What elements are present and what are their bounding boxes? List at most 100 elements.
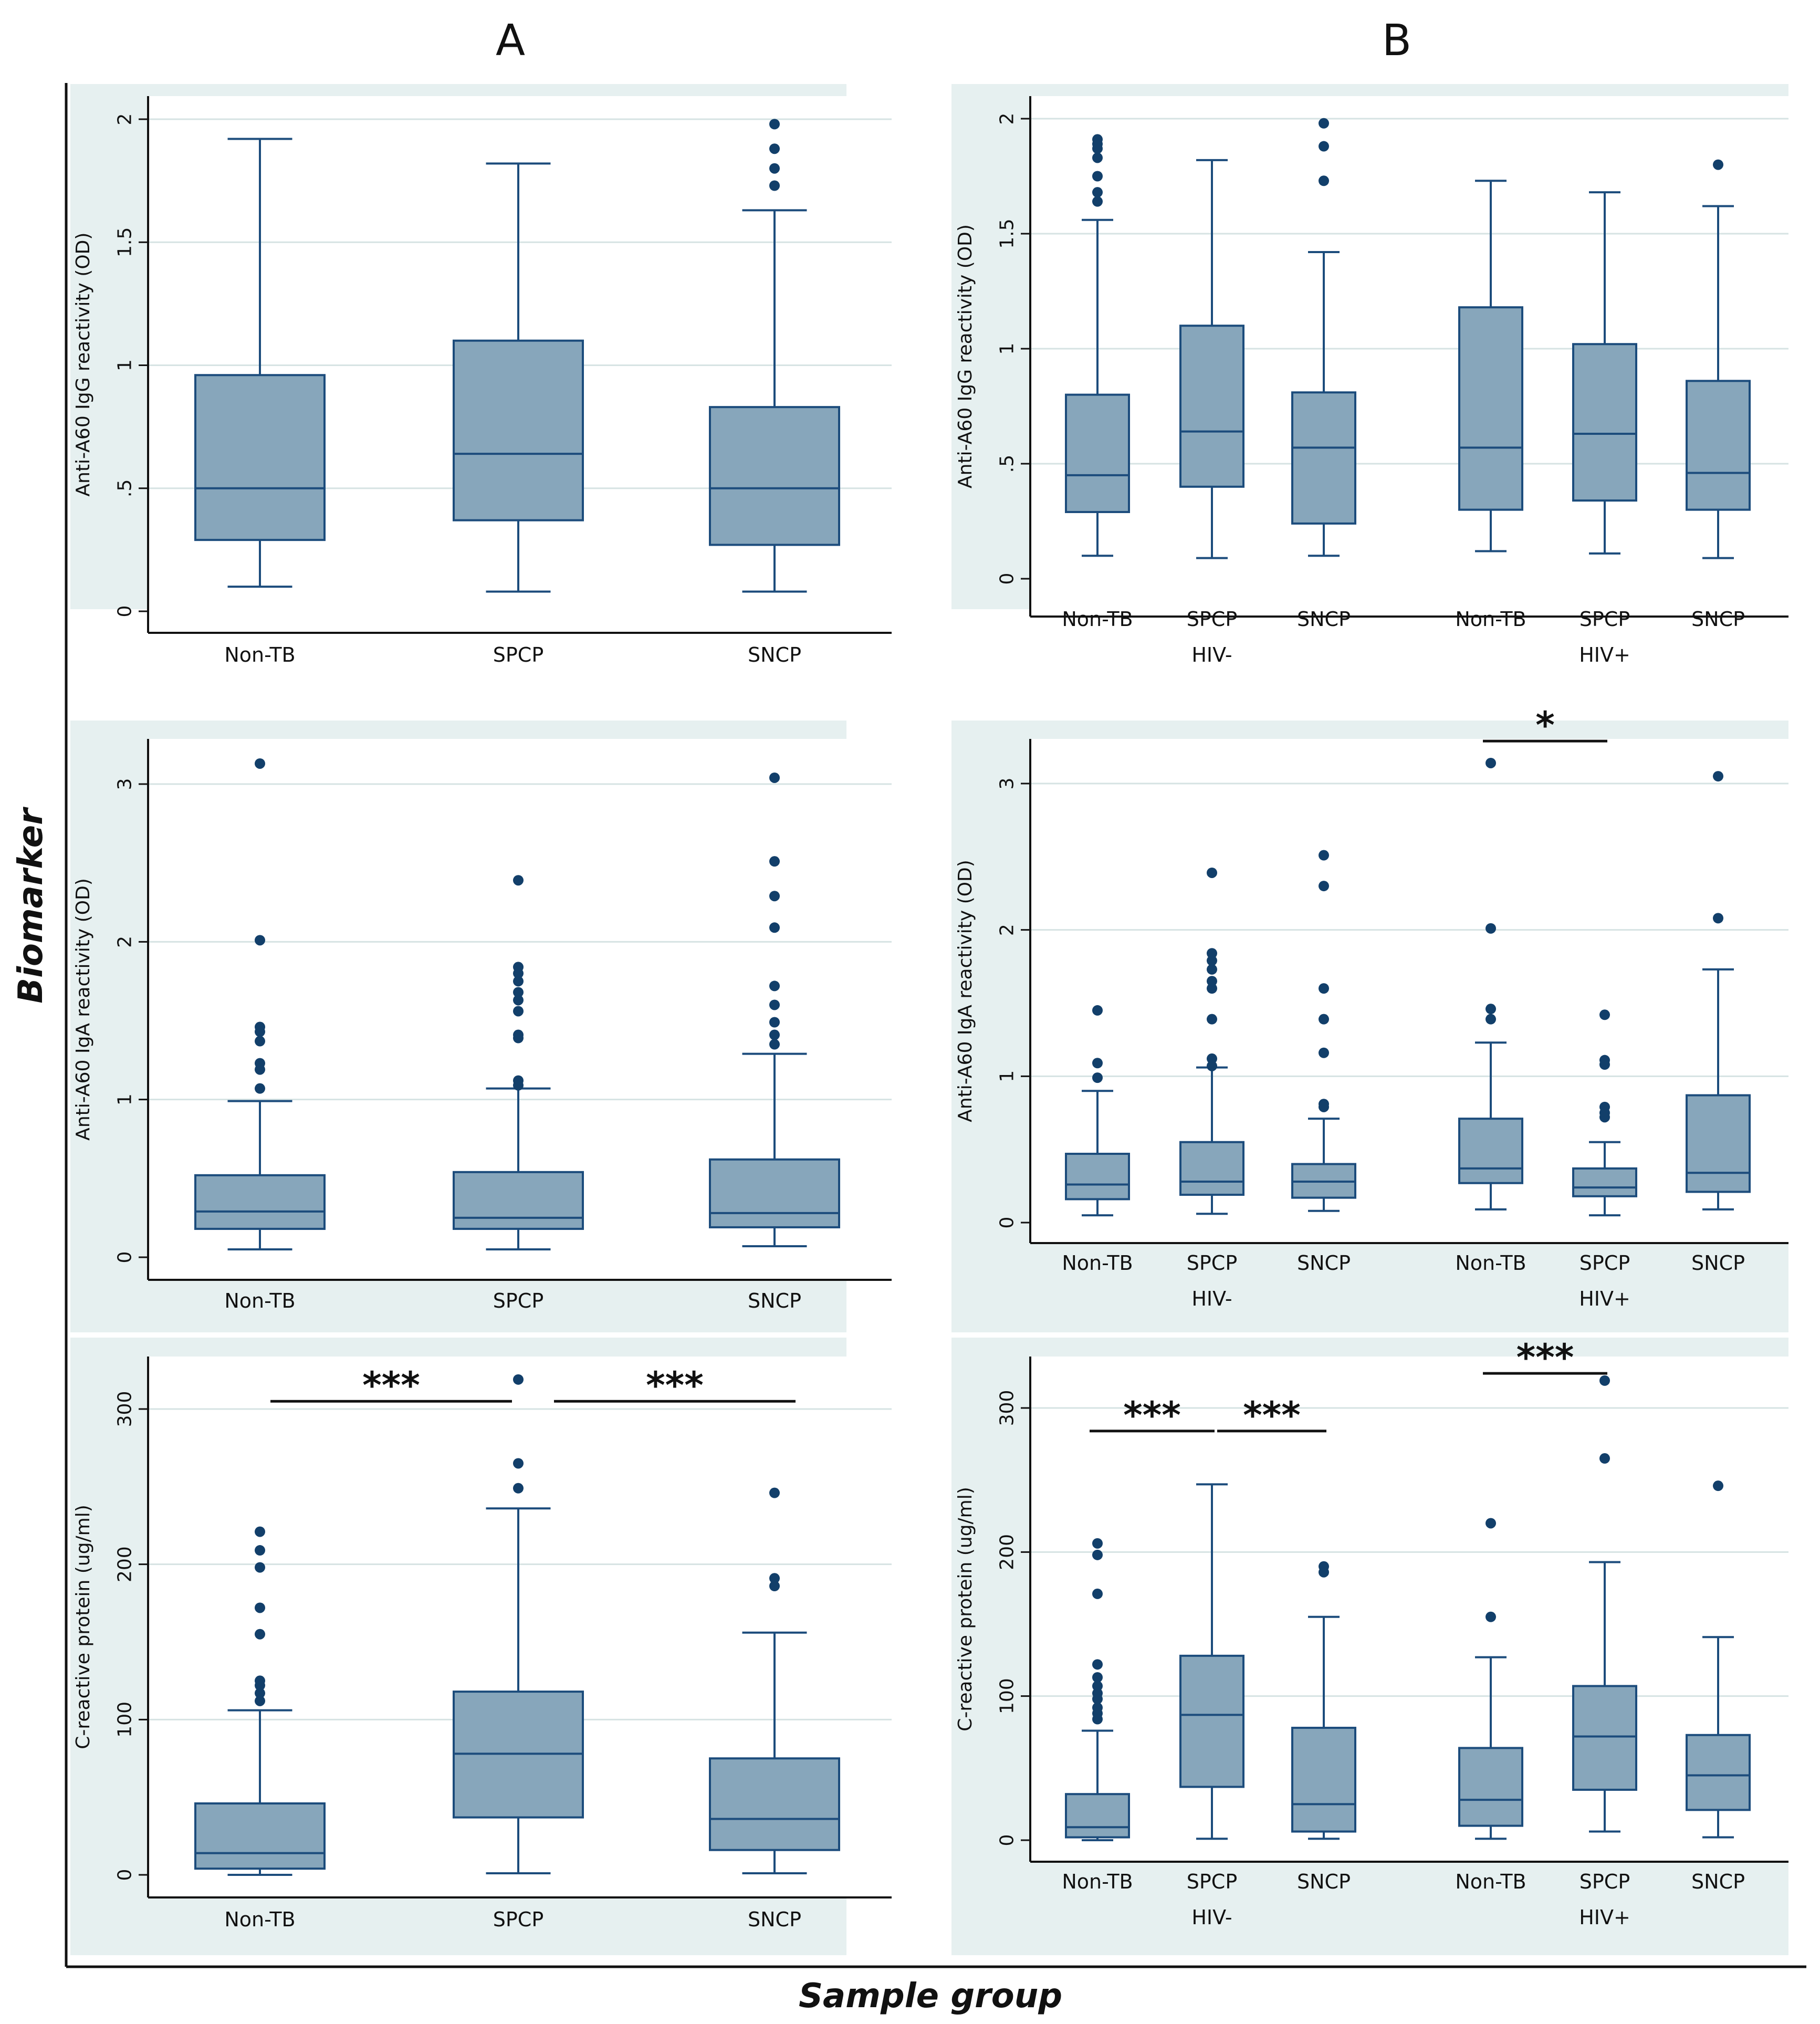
iqr-box <box>1458 1118 1523 1184</box>
y-tick-label: 1 <box>114 359 136 371</box>
box-group-non-tb: Non-TB <box>1062 1538 1133 1893</box>
panel-b-iga: 0 1 2 3 Anti-A60 IgA reactivity (OD) Non-TB SP… <box>951 704 1788 1332</box>
box-group-sncp: SNCP <box>709 119 840 666</box>
category-label: SPCP <box>1580 1251 1630 1275</box>
y-axis-label: C-reactive protein (ug/ml) <box>72 1505 94 1749</box>
outlier-point <box>1092 1549 1103 1560</box>
y-axis-label: C-reactive protein (ug/ml) <box>955 1487 976 1731</box>
box-group-spcp: SPCP <box>1572 191 1637 631</box>
y-tick-label: 100 <box>114 1702 136 1738</box>
y-tick-label: .5 <box>114 479 136 497</box>
outlier-point <box>1319 1047 1329 1058</box>
outlier-point <box>1092 1005 1103 1016</box>
iqr-box <box>1065 1153 1130 1201</box>
stratum-label: HIV+ <box>1579 1287 1630 1310</box>
stratum-label: HIV- <box>1191 1287 1232 1310</box>
panel-a-iga: 0 1 2 3 Anti-A60 IgA reactivity (OD) Non-TB SP… <box>70 721 892 1332</box>
category-label: SPCP <box>493 1908 543 1931</box>
outlier-point <box>513 1075 524 1086</box>
y-tick-label: 1.5 <box>997 218 1018 248</box>
iqr-box <box>194 374 326 541</box>
outlier-point <box>1207 867 1217 878</box>
outlier-point <box>255 758 265 769</box>
category-label: Non-TB <box>1062 608 1133 631</box>
category-label: SPCP <box>1187 1251 1237 1275</box>
category-label: Non-TB <box>1455 1870 1526 1893</box>
category-label: Non-TB <box>224 1289 295 1312</box>
outlier-point <box>255 1675 265 1686</box>
box-group-non-tb: Non-TB <box>1455 1518 1526 1893</box>
iqr-box <box>1291 391 1356 525</box>
category-label: SNCP <box>1691 608 1745 631</box>
y-tick-label: 3 <box>997 778 1018 790</box>
box-group-non-tb: Non-TB <box>194 138 326 666</box>
outlier-point <box>1486 757 1496 768</box>
box-group-non-tb: Non-TB <box>1455 757 1526 1275</box>
iqr-box <box>1065 393 1130 513</box>
outlier-point <box>1319 141 1329 152</box>
y-tick-label: .5 <box>997 455 1018 473</box>
outlier-point <box>1713 913 1723 924</box>
iqr-box <box>709 406 840 546</box>
category-label: Non-TB <box>224 1908 295 1931</box>
outlier-point <box>1207 1060 1217 1071</box>
box-group-non-tb: Non-TB <box>1455 180 1526 631</box>
outlier-point <box>769 119 780 130</box>
outlier-point <box>1092 152 1103 163</box>
box-group-spcp: SPCP <box>453 162 584 666</box>
outlier-point <box>1486 1518 1496 1529</box>
box-group-sncp: SNCP <box>709 1487 840 1931</box>
iqr-box <box>1458 1747 1523 1827</box>
iqr-box <box>1686 1734 1751 1811</box>
outlier-point <box>1092 1688 1103 1699</box>
stratum-label: HIV+ <box>1579 643 1630 666</box>
category-label: SNCP <box>1691 1870 1745 1893</box>
category-label: SPCP <box>1580 608 1630 631</box>
iqr-box <box>194 1174 326 1230</box>
outlier-point <box>255 1602 265 1613</box>
outlier-point <box>255 1688 265 1699</box>
outlier-point <box>1207 955 1217 966</box>
outlier-point <box>513 1374 524 1385</box>
iqr-box <box>709 1158 840 1228</box>
outlier-point <box>1599 1453 1610 1464</box>
outlier-point <box>769 1581 780 1592</box>
y-tick-label: 3 <box>114 778 136 790</box>
box-group-spcp: SPCP <box>1179 1483 1244 1893</box>
y-tick-label: 1.5 <box>114 227 136 257</box>
outlier-point <box>255 1036 265 1047</box>
outlier-point <box>1319 1561 1329 1572</box>
outlier-point <box>1092 1702 1103 1713</box>
iqr-box <box>1179 325 1244 488</box>
category-label: SPCP <box>1187 608 1237 631</box>
outlier-point <box>513 1483 524 1494</box>
y-axis-label: Anti-A60 IgA reactivity (OD) <box>955 860 976 1122</box>
y-tick-label: 2 <box>997 113 1018 125</box>
outlier-point <box>769 1487 780 1498</box>
panel-a-crp: 0 100 200 300 C-reactive protein (ug/ml) Non-… <box>70 1338 892 1955</box>
y-tick-label: 200 <box>114 1546 136 1582</box>
stratum-label: HIV+ <box>1579 1906 1630 1929</box>
category-label: Non-TB <box>1062 1870 1133 1893</box>
y-tick-label: 0 <box>114 1869 136 1881</box>
outlier-point <box>769 163 780 174</box>
iqr-box <box>1179 1654 1244 1788</box>
iqr-box <box>194 1802 326 1870</box>
outlier-point <box>769 891 780 902</box>
y-axis-label: Anti-A60 IgG reactivity (OD) <box>72 233 94 497</box>
outlier-point <box>1319 118 1329 129</box>
y-tick-label: 200 <box>997 1534 1018 1570</box>
outlier-point <box>1092 196 1103 207</box>
category-label: SNCP <box>1297 1251 1351 1275</box>
category-label: SNCP <box>1297 608 1351 631</box>
outlier-point <box>1207 964 1217 975</box>
box-group-spcp: SPCP <box>453 1374 584 1931</box>
outlier-point <box>769 180 780 191</box>
outlier-point <box>1319 881 1329 892</box>
outlier-point <box>513 1458 524 1469</box>
column-label-b: B <box>1382 16 1411 66</box>
significance-marker: *** <box>362 1364 420 1407</box>
outlier-point <box>255 1083 265 1094</box>
outlier-point <box>1207 983 1217 994</box>
